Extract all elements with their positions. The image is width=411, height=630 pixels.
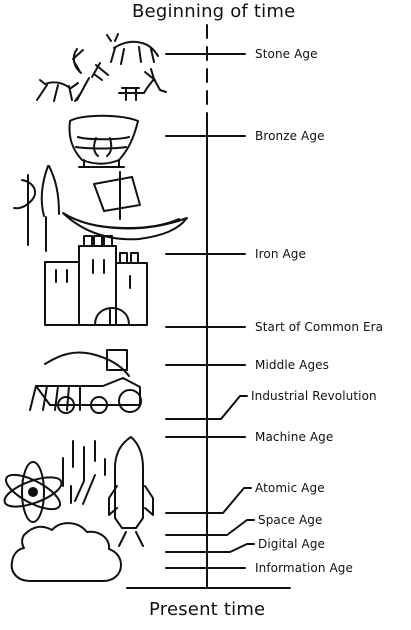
timeline-end-title: Present time: [149, 599, 266, 620]
iron-age-castle-icon: [44, 235, 148, 326]
ship-and-axes-icons: [13, 165, 188, 252]
start-of-common-era-label: Start of Common Era: [255, 320, 384, 334]
information-age-label: Information Age: [255, 561, 353, 575]
space-age-label: Space Age: [258, 513, 323, 527]
atomic-age-connector: [165, 487, 252, 514]
stone-age-icons: [36, 33, 167, 102]
digital-age-connector: [165, 543, 255, 553]
iron-age-label: Iron Age: [255, 247, 306, 261]
stone-age-label: Stone Age: [255, 47, 318, 61]
timeline-start-title: Beginning of time: [132, 1, 296, 22]
modern-technology-icons: [3, 436, 154, 582]
space-age-connector: [165, 519, 255, 536]
atomic-age-label: Atomic Age: [255, 481, 325, 495]
digital-age-label: Digital Age: [258, 537, 326, 551]
middle-ages-label: Middle Ages: [255, 358, 330, 372]
industrial-revolution-connector: [165, 395, 248, 420]
industrial-revolution-label: Industrial Revolution: [251, 389, 377, 403]
bronze-age-label: Bronze Age: [255, 129, 325, 143]
connector-layer: [165, 53, 255, 569]
industrial-train-icon: [29, 349, 142, 414]
machine-age-label: Machine Age: [255, 430, 334, 444]
bronze-age-pot-icon: [68, 114, 139, 168]
